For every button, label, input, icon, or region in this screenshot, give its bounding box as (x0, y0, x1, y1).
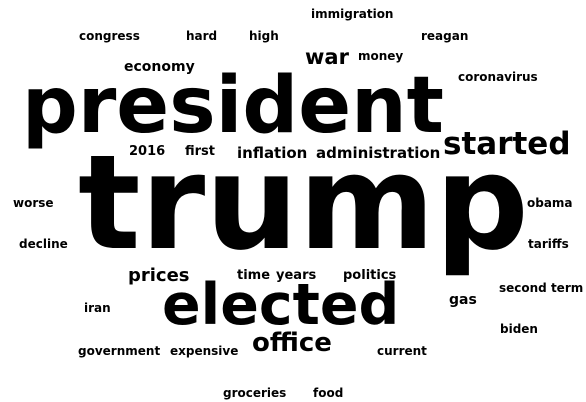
word-started: started (443, 126, 571, 162)
word-money: money (358, 49, 404, 63)
word-tariffs: tariffs (528, 237, 569, 251)
word-government: government (78, 344, 161, 358)
word-iran: iran (84, 301, 111, 315)
word-decline: decline (19, 237, 68, 251)
word-president: president (22, 61, 444, 151)
word-elected: elected (162, 272, 400, 338)
word-worse: worse (13, 196, 54, 210)
word-inflation: inflation (237, 144, 308, 162)
word-trump: trump (78, 126, 529, 279)
word-2016: 2016 (129, 144, 166, 159)
word-second-term: second term (499, 281, 584, 295)
word-administration: administration (316, 144, 441, 162)
word-years: years (276, 268, 317, 283)
word-reagan: reagan (421, 29, 469, 43)
word-expensive: expensive (170, 344, 239, 358)
word-congress: congress (79, 29, 140, 43)
word-gas: gas (449, 292, 477, 308)
word-hard: hard (186, 29, 218, 43)
word-groceries: groceries (223, 386, 287, 400)
word-war: war (305, 45, 349, 69)
word-biden: biden (500, 322, 538, 336)
word-office: office (252, 328, 332, 358)
word-obama: obama (527, 196, 573, 210)
word-time: time (237, 268, 271, 283)
word-coronavirus: coronavirus (458, 70, 538, 84)
word-food: food (313, 386, 344, 400)
word-prices: prices (128, 265, 190, 286)
word-economy: economy (124, 59, 195, 75)
word-current: current (377, 344, 427, 358)
word-first: first (185, 144, 215, 159)
word-high: high (249, 29, 279, 43)
word-politics: politics (343, 268, 397, 283)
word-immigration: immigration (311, 7, 394, 21)
